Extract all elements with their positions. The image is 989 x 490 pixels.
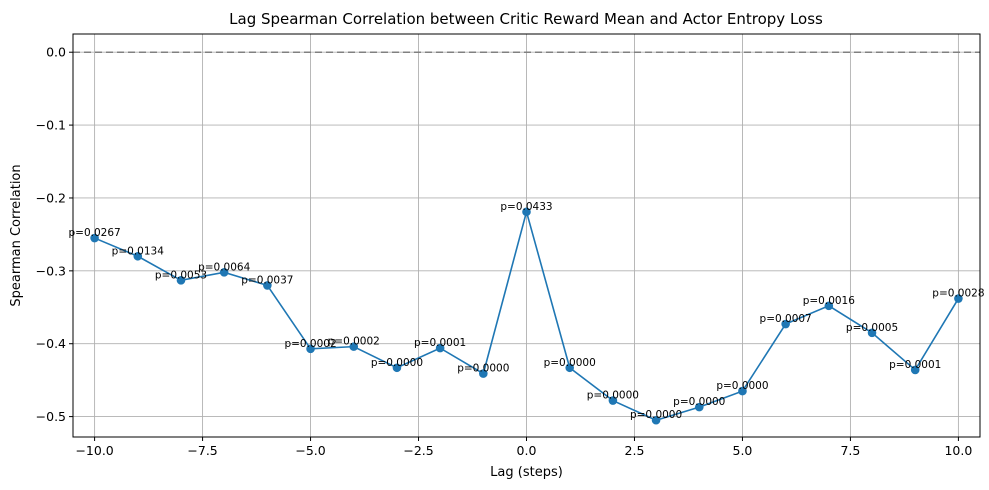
p-value-label: p=0.0016	[803, 295, 856, 307]
chart-title: Lag Spearman Correlation between Critic …	[229, 10, 823, 28]
p-value-label: p=0.0000	[371, 357, 423, 369]
data-point	[306, 344, 315, 354]
data-point	[910, 365, 920, 375]
x-tick-label: 7.5	[840, 443, 860, 458]
data-point	[954, 294, 963, 303]
y-tick-label: −0.4	[36, 336, 66, 351]
data-point	[694, 402, 704, 412]
data-point	[349, 342, 359, 351]
grid-lines	[73, 34, 980, 437]
data-point	[90, 233, 99, 243]
p-value-label: p=0.0000	[673, 396, 725, 408]
x-tick-label: 2.5	[625, 443, 645, 458]
p-value-label: p=0.0053	[155, 269, 207, 281]
p-value-label: p=0.0001	[889, 359, 941, 371]
y-tick-label: −0.1	[36, 118, 66, 133]
data-point	[392, 363, 402, 373]
y-axis-label: Spearman Correlation	[9, 164, 24, 306]
x-axis-label: Lag (steps)	[490, 465, 563, 480]
axis-ticks: −10.0 −7.5 −5.0 −2.5 0.0 2.5 5.0 7.5 10.0 0.0 −0.1…	[36, 45, 973, 458]
p-value-label: p=0.0000	[587, 390, 639, 402]
data-point	[608, 396, 618, 405]
data-point	[781, 319, 790, 329]
p-value-label: p=0.0000	[544, 357, 596, 369]
p-value-label: p=0.0002	[328, 336, 380, 348]
y-tick-label: −0.5	[36, 409, 66, 424]
data-point	[435, 343, 445, 353]
data-point	[824, 301, 834, 311]
data-point	[738, 386, 747, 396]
x-tick-label: −2.5	[403, 443, 433, 458]
x-tick-label: −5.0	[295, 443, 325, 458]
x-tick-label: 0.0	[517, 443, 537, 458]
p-value-label: p=0.0000	[716, 380, 768, 392]
data-point	[263, 281, 272, 290]
p-value-label: p=0.0134	[112, 245, 165, 257]
y-tick-label: 0.0	[46, 45, 66, 60]
data-points	[90, 207, 963, 425]
p-value-label: p=0.0000	[457, 363, 509, 375]
data-point	[522, 207, 531, 217]
p-value-label: p=0.0001	[414, 337, 466, 349]
data-point	[867, 328, 877, 338]
p-value-labels: p=0.0267 p=0.0134 p=0.0053p=0.0064p=0.0037…	[68, 201, 984, 421]
x-tick-label: −7.5	[187, 443, 217, 458]
p-value-label: p=0.0064	[198, 261, 251, 273]
x-tick-label: 5.0	[733, 443, 753, 458]
p-value-label: p=0.0028	[932, 288, 984, 300]
p-value-label: p=0.0037	[241, 274, 293, 286]
data-point	[176, 276, 186, 285]
p-value-label: p=0.0267	[68, 227, 120, 239]
x-tick-label: 10.0	[944, 443, 972, 458]
p-value-label: p=0.0000	[630, 409, 682, 421]
y-tick-label: −0.2	[36, 190, 66, 205]
data-point	[651, 415, 661, 425]
data-point	[219, 268, 229, 277]
p-value-label: p=0.0433	[500, 201, 552, 213]
data-point	[133, 251, 143, 261]
p-value-label: p=0.0007	[760, 313, 812, 325]
x-tick-label: −10.0	[75, 443, 113, 458]
y-tick-label: −0.3	[36, 263, 66, 278]
data-point	[479, 369, 488, 378]
data-point	[565, 363, 574, 373]
p-value-label: p=0.0005	[846, 322, 898, 334]
p-value-label: p=0.0002	[284, 338, 336, 350]
